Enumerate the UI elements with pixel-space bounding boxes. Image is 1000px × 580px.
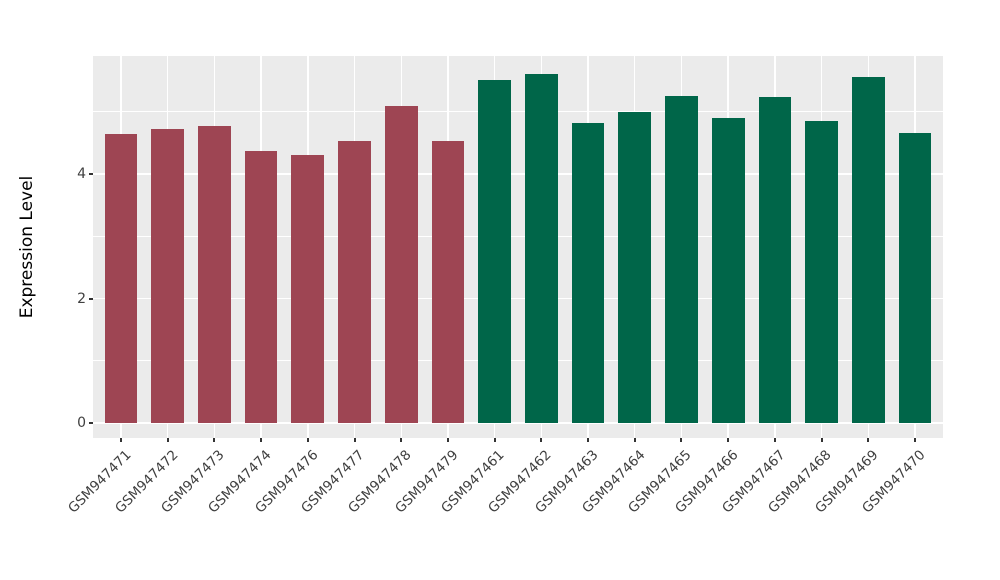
- x-tick-mark: [540, 438, 543, 442]
- x-tick-mark: [867, 438, 870, 442]
- x-tick-mark: [446, 438, 449, 442]
- x-tick-mark: [166, 438, 169, 442]
- bar-GSM947477: [338, 141, 371, 424]
- bar-GSM947476: [291, 154, 325, 424]
- y-tick-mark: [89, 173, 93, 176]
- x-tick-mark: [400, 438, 403, 442]
- bar-GSM947468: [805, 121, 838, 424]
- x-tick-mark: [680, 438, 683, 442]
- bar-GSM947470: [898, 133, 932, 424]
- bar-GSM947472: [151, 129, 185, 424]
- gridline-minor: [93, 111, 943, 113]
- y-tick-label: 4: [77, 166, 86, 183]
- x-tick-mark: [633, 438, 636, 442]
- bar-GSM947478: [384, 105, 418, 424]
- plot-panel: [93, 56, 943, 438]
- x-tick-mark: [773, 438, 776, 442]
- bar-GSM947465: [665, 96, 698, 424]
- x-tick-mark: [120, 438, 123, 442]
- bar-GSM947469: [851, 77, 885, 424]
- bar-GSM947461: [478, 79, 511, 424]
- bar-GSM947479: [431, 141, 465, 424]
- gridline-minor: [93, 235, 943, 237]
- x-tick-mark: [587, 438, 590, 442]
- x-tick-mark: [820, 438, 823, 442]
- y-tick-label: 2: [77, 290, 86, 307]
- y-axis-title: Expression Level: [17, 175, 37, 319]
- y-tick-mark: [89, 297, 93, 300]
- gridline-major: [93, 173, 943, 175]
- y-tick-label: 0: [77, 415, 86, 432]
- x-tick-mark: [727, 438, 730, 442]
- gridline-minor: [93, 360, 943, 362]
- x-tick-mark: [913, 438, 916, 442]
- gridline-major: [93, 297, 943, 300]
- x-tick-mark: [213, 438, 216, 442]
- x-tick-mark: [353, 438, 356, 442]
- y-tick-mark: [89, 422, 93, 425]
- bar-GSM947466: [711, 118, 745, 424]
- bar-GSM947464: [618, 111, 652, 424]
- bar-GSM947463: [571, 123, 605, 424]
- bar-GSM947467: [758, 97, 792, 424]
- bar-GSM947462: [525, 74, 558, 424]
- gridline-major: [93, 422, 943, 424]
- bar-GSM947473: [198, 125, 231, 424]
- bar-GSM947471: [104, 134, 138, 424]
- bar-GSM947474: [244, 151, 278, 424]
- x-tick-mark: [493, 438, 496, 442]
- x-tick-mark: [306, 438, 309, 442]
- x-tick-mark: [260, 438, 263, 442]
